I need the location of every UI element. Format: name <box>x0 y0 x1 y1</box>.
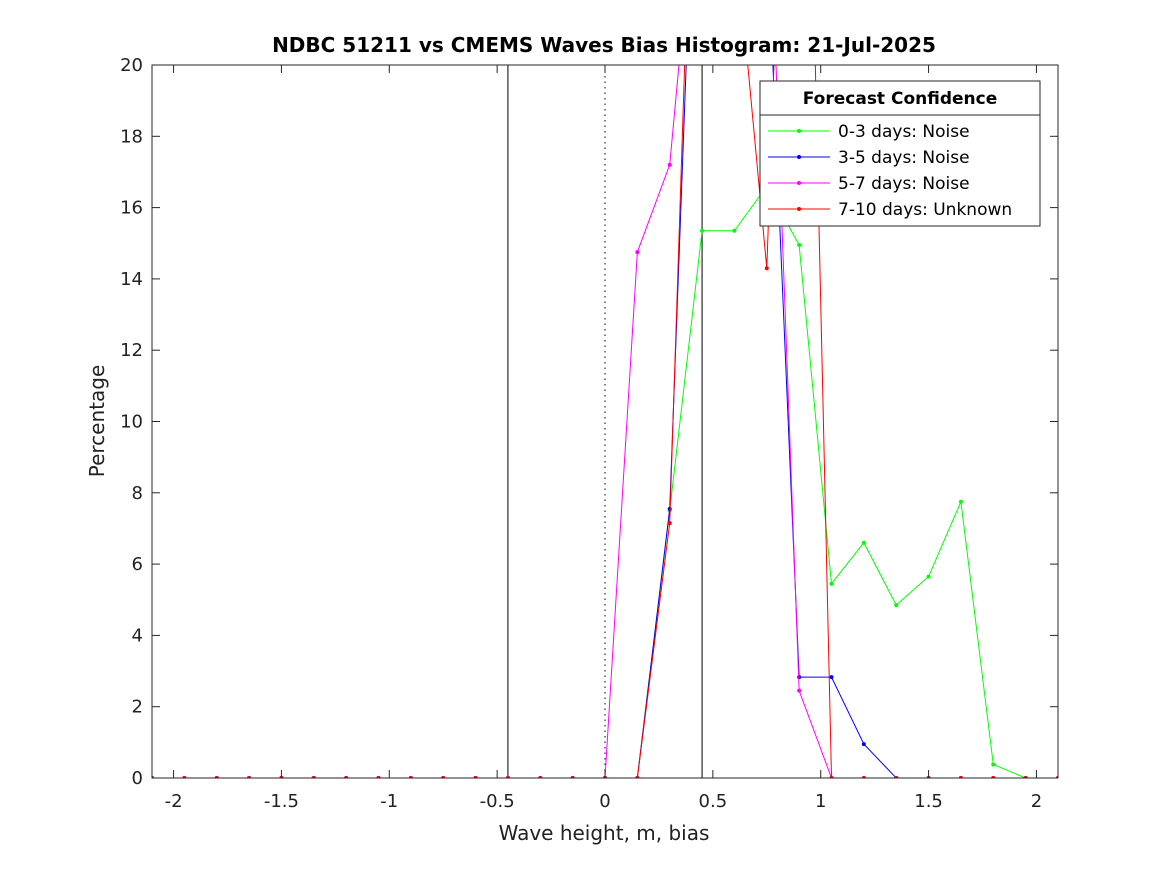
y-tick-label: 10 <box>120 412 143 433</box>
legend: Forecast Confidence 0-3 days: Noise 3-5 d… <box>759 80 1041 227</box>
legend-swatch-marker <box>797 129 801 133</box>
y-tick-label: 18 <box>120 126 143 147</box>
legend-swatch-marker <box>797 155 801 159</box>
x-tick-label: -0.5 <box>480 791 515 812</box>
legend-label: 3-5 days: Noise <box>838 148 970 168</box>
plot-frame <box>151 64 1059 779</box>
data-point <box>829 675 834 680</box>
data-point <box>700 228 705 233</box>
legend-swatch-marker <box>797 207 801 211</box>
data-point <box>991 762 996 767</box>
y-tick-label: 16 <box>120 198 143 219</box>
y-tick-label: 4 <box>132 625 143 646</box>
data-point <box>797 243 802 248</box>
legend-entry: 5-7 days: Noise <box>768 174 970 194</box>
series-line <box>152 185 1058 778</box>
y-tick-label: 8 <box>132 483 143 504</box>
data-point <box>894 603 899 608</box>
chart-title: NDBC 51211 vs CMEMS Waves Bias Histogram… <box>272 33 936 57</box>
data-point <box>861 742 866 747</box>
data-point <box>635 250 640 255</box>
legend-title: Forecast Confidence <box>803 89 998 109</box>
legend-swatch-marker <box>797 181 801 185</box>
data-point <box>829 581 834 586</box>
y-tick-label: 12 <box>120 340 143 361</box>
x-axis-label: Wave height, m, bias <box>499 821 710 845</box>
x-tick-label: -1.5 <box>264 791 299 812</box>
legend-label: 5-7 days: Noise <box>838 174 970 194</box>
x-tick-label: -1 <box>380 791 398 812</box>
data-point <box>926 574 931 579</box>
y-tick-label: 20 <box>120 55 143 76</box>
data-point <box>667 521 672 526</box>
y-tick-label: 6 <box>132 554 143 575</box>
x-tick-label: 0.5 <box>699 791 728 812</box>
x-tick-label: 2 <box>1031 791 1042 812</box>
y-tick-label: 0 <box>132 768 143 789</box>
data-point <box>764 266 769 271</box>
data-point <box>958 499 963 504</box>
x-tick-label: 1.5 <box>914 791 943 812</box>
data-point <box>861 540 866 545</box>
y-tick-label: 2 <box>132 697 143 718</box>
legend-label: 7-10 days: Unknown <box>838 200 1012 220</box>
legend-box <box>759 80 1041 227</box>
x-tick-label: 1 <box>815 791 826 812</box>
x-tick-label: 0 <box>599 791 610 812</box>
legend-label: 0-3 days: Noise <box>838 122 970 142</box>
legend-entry: 0-3 days: Noise <box>768 122 970 142</box>
legend-entry: 7-10 days: Unknown <box>768 200 1012 220</box>
data-point <box>797 688 802 693</box>
x-tick-label: -2 <box>165 791 183 812</box>
data-point <box>732 228 737 233</box>
legend-entry: 3-5 days: Noise <box>768 148 970 168</box>
data-point <box>667 162 672 167</box>
y-axis-label: Percentage <box>85 365 109 478</box>
y-tick-label: 14 <box>120 269 143 290</box>
